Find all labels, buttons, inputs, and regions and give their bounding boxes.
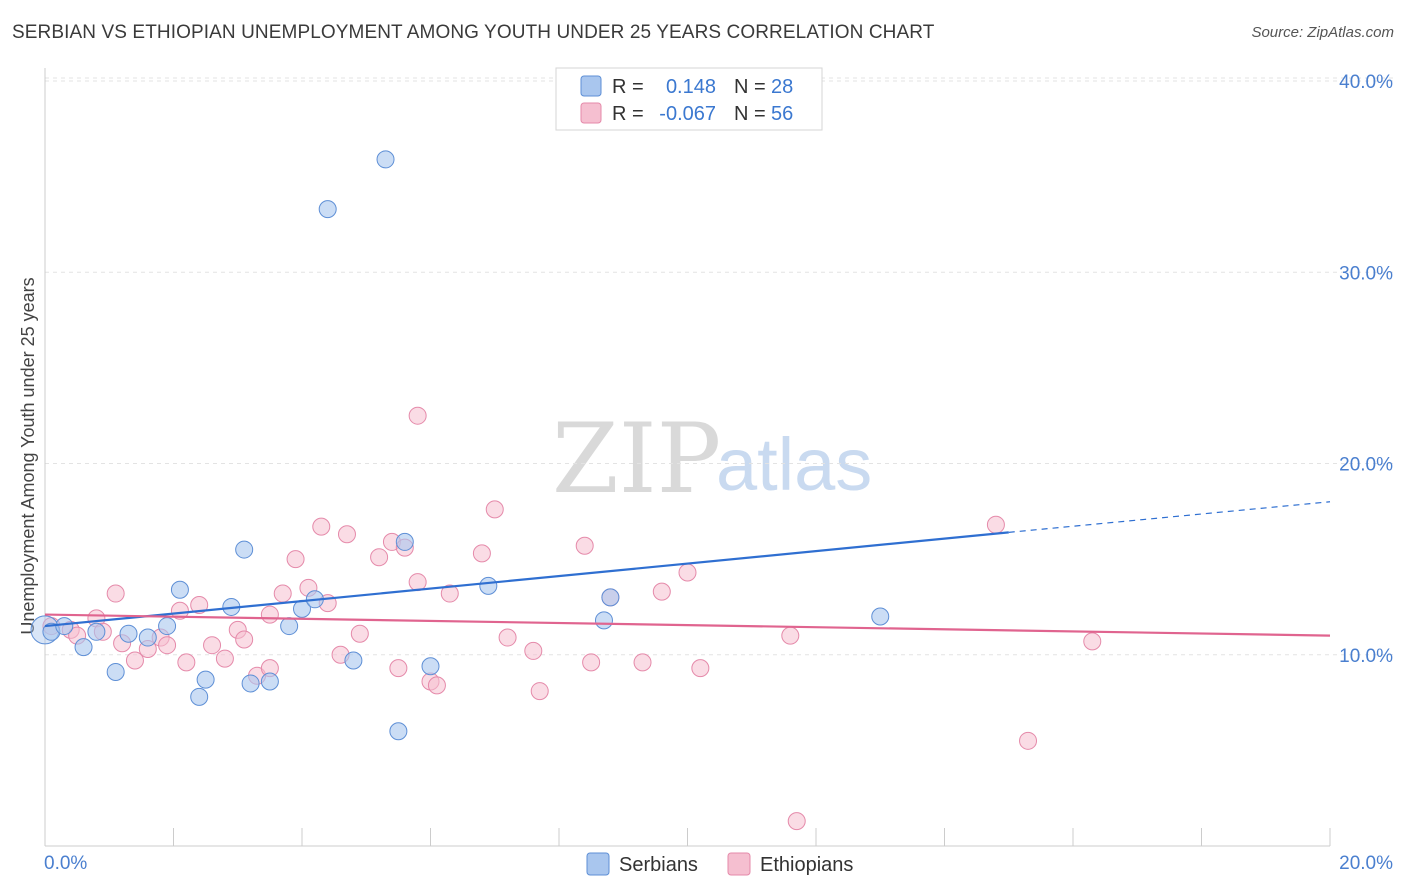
serbians-trend-line xyxy=(44,531,1009,628)
serbians-point xyxy=(170,580,189,599)
legend-n-value-ethiopians: 56 xyxy=(771,103,793,125)
y-axis-title: Unemployment Among Youth under 25 years xyxy=(18,277,38,634)
legend-n-label-ethiopians: N = xyxy=(734,103,766,125)
y-tick-labels: 10.0% 20.0% 30.0% 40.0% xyxy=(1339,72,1393,667)
serbians-point xyxy=(87,622,106,641)
ethiopians-point xyxy=(106,584,125,603)
serbians-point xyxy=(421,657,440,676)
ethiopians-point xyxy=(177,653,196,672)
ethiopians-point xyxy=(1083,632,1102,651)
ethiopians-point xyxy=(389,659,408,678)
ethiopians-point xyxy=(524,641,543,660)
ethiopians-point xyxy=(235,630,254,649)
serbians-trend-extension xyxy=(1008,501,1331,533)
ethiopians-point xyxy=(498,628,517,647)
serbians-point xyxy=(260,672,279,691)
source-label: Source: ZipAtlas.com xyxy=(1251,24,1394,41)
serbians-point xyxy=(479,576,498,595)
ethiopians-point xyxy=(652,582,671,601)
legend-r-value-ethiopians: -0.067 xyxy=(659,103,716,125)
ethiopians-point xyxy=(408,573,427,592)
bottom-legend-label-serbians: Serbians xyxy=(619,854,698,876)
ethiopians-point xyxy=(582,653,601,672)
ethiopians-point xyxy=(125,651,144,670)
y-tick-label-40: 40.0% xyxy=(1339,72,1393,93)
y-tick-label-20: 20.0% xyxy=(1339,455,1393,476)
serbians-point xyxy=(594,611,613,630)
ethiopians-point xyxy=(215,649,234,668)
ethiopians-point xyxy=(781,626,800,645)
y-tick-label-10: 10.0% xyxy=(1339,646,1393,667)
ethiopians-point xyxy=(286,550,305,569)
ethiopians-point xyxy=(370,548,389,567)
serbians-point xyxy=(138,628,157,647)
ethiopians-point xyxy=(190,596,209,615)
watermark: ZIP atlas xyxy=(552,403,872,515)
serbians-point xyxy=(376,150,395,169)
ethiopians-point xyxy=(472,544,491,563)
bottom-legend-swatch-serbians xyxy=(586,852,610,876)
ethiopians-point xyxy=(678,563,697,582)
x-tick-label-min: 0.0% xyxy=(44,853,87,874)
bottom-legend-swatch-ethiopians xyxy=(727,852,751,876)
series-legend: Serbians Ethiopians xyxy=(586,852,853,876)
serbians-point xyxy=(190,687,209,706)
serbians-point xyxy=(871,607,890,626)
ethiopians-point xyxy=(203,636,222,655)
legend-r-label-ethiopians: R = xyxy=(612,103,644,125)
x-tick-marks xyxy=(44,828,1331,846)
ethiopians-point xyxy=(427,676,446,695)
legend-n-value-serbians: 28 xyxy=(771,76,793,98)
ethiopians-point xyxy=(312,517,331,536)
serbians-point xyxy=(280,617,299,636)
serbians-point xyxy=(235,540,254,559)
ethiopians-point xyxy=(158,636,177,655)
legend-n-label-serbians: N = xyxy=(734,76,766,98)
ethiopians-point xyxy=(986,515,1005,534)
bottom-legend-label-ethiopians: Ethiopians xyxy=(760,854,853,876)
ethiopians-point xyxy=(337,525,356,544)
serbians-points xyxy=(30,150,890,741)
ethiopians-point xyxy=(633,653,652,672)
ethiopians-point xyxy=(440,584,459,603)
ethiopians-point xyxy=(787,812,806,831)
serbians-point xyxy=(74,638,93,657)
ethiopians-point xyxy=(691,659,710,678)
trend-lines xyxy=(44,501,1331,637)
ethiopians-point xyxy=(530,682,549,701)
chart-title: SERBIAN VS ETHIOPIAN UNEMPLOYMENT AMONG … xyxy=(12,22,935,43)
ethiopians-point xyxy=(1019,731,1038,750)
serbians-point xyxy=(106,662,125,681)
watermark-zip: ZIP xyxy=(552,403,721,515)
y-tick-label-30: 30.0% xyxy=(1339,263,1393,284)
watermark-atlas: atlas xyxy=(716,423,872,506)
gridlines xyxy=(45,77,1395,656)
serbians-point xyxy=(318,200,337,219)
ethiopians-trend-line xyxy=(44,613,1331,637)
serbians-point xyxy=(196,670,215,689)
serbians-point xyxy=(55,617,74,636)
serbians-point xyxy=(158,617,177,636)
correlation-legend: R = 0.148 N = 28 R = -0.067 N = 56 xyxy=(555,67,823,131)
serbians-point xyxy=(344,651,363,670)
serbians-point xyxy=(395,532,414,551)
serbians-point xyxy=(119,624,138,643)
serbians-point xyxy=(389,722,408,741)
legend-swatch-ethiopians xyxy=(580,102,602,124)
legend-r-label-serbians: R = xyxy=(612,76,644,98)
ethiopians-point xyxy=(408,406,427,425)
ethiopians-point xyxy=(260,605,279,624)
ethiopians-point xyxy=(575,536,594,555)
ethiopians-point xyxy=(350,624,369,643)
serbians-point xyxy=(241,674,260,693)
ethiopians-point xyxy=(170,601,189,620)
legend-swatch-serbians xyxy=(580,75,602,97)
serbians-point xyxy=(601,588,620,607)
ethiopians-point xyxy=(273,584,292,603)
legend-r-value-serbians: 0.148 xyxy=(666,76,716,98)
ethiopians-point xyxy=(485,500,504,519)
x-tick-label-max: 20.0% xyxy=(1339,853,1393,874)
